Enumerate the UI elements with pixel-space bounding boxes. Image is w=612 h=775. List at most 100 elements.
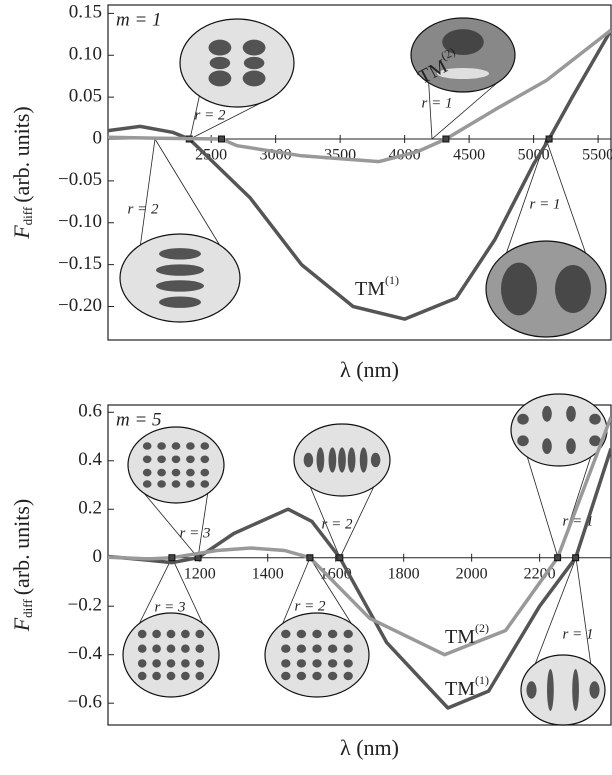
y-tick-label: 0.10 — [69, 44, 102, 65]
mode-lobe — [142, 468, 152, 477]
zero-marker — [442, 135, 450, 143]
y-tick-label: −0.4 — [68, 643, 103, 664]
mode-lobe — [142, 455, 152, 464]
x-tick-label: 5500 — [582, 147, 612, 164]
y-tick-label: 0.15 — [69, 2, 102, 23]
mode-lobe — [281, 659, 291, 668]
mode-lobe — [157, 468, 166, 477]
y-title-rest: (arb. units) — [9, 106, 34, 203]
inset-connector — [526, 456, 559, 558]
mode-lobe — [200, 468, 210, 477]
mode-image — [122, 612, 220, 698]
mode-lobe — [208, 39, 232, 56]
series-line — [108, 29, 611, 321]
mode-image — [510, 393, 608, 467]
mode-lobe — [312, 659, 322, 668]
mode-image — [520, 654, 606, 726]
annotation: r = 3 — [155, 599, 186, 615]
y-tick-label: −0.10 — [58, 211, 102, 232]
mode-lobe — [171, 442, 181, 450]
mode-lobe — [186, 455, 195, 464]
mode-lobe — [343, 629, 353, 639]
mode-lobe — [566, 405, 576, 422]
mode-lobe — [370, 452, 381, 468]
annotation: r = 1 — [422, 95, 453, 111]
mode-lobe — [338, 447, 346, 473]
inset-connector — [575, 557, 592, 664]
y-title-main: F — [9, 225, 34, 240]
mode-lobe — [152, 644, 161, 653]
mode-lobe — [343, 659, 353, 668]
annotation: r = 1 — [563, 626, 594, 642]
mode-lobe — [343, 671, 353, 681]
x-tick-label: 1400 — [252, 565, 284, 582]
y-axis-title: Fdiff (arb. units) — [9, 106, 35, 240]
series-superscript: (1) — [385, 273, 399, 287]
y-tick-label: 0.05 — [69, 85, 102, 106]
annotation: r = 2 — [322, 516, 353, 532]
mode-lobe — [186, 480, 195, 488]
mode-lobe — [186, 468, 195, 477]
mode-lobe — [437, 67, 489, 80]
series-label: TM(2) — [445, 621, 489, 648]
mode-lobe — [312, 671, 322, 681]
inset-connector — [339, 486, 375, 558]
mode-lobe — [303, 452, 314, 468]
mode-image — [119, 233, 241, 323]
inset-connector — [154, 138, 220, 246]
zero-marker — [168, 554, 176, 562]
mode-lobe — [166, 644, 176, 653]
mode-lobe — [312, 629, 322, 639]
mode-lobe — [327, 659, 338, 668]
x-tick-label: 1200 — [184, 565, 216, 582]
mode-lobe — [166, 671, 176, 681]
zero-marker — [336, 554, 344, 562]
mode-lobe — [142, 442, 152, 450]
inset-connector — [431, 82, 498, 140]
y-title-rest: (arb. units) — [9, 499, 34, 596]
mode-lobe — [181, 644, 190, 653]
series-line — [108, 416, 611, 657]
y-tick-label: −0.2 — [68, 595, 102, 616]
mode-lobe — [589, 681, 600, 699]
y-tick-label: 0 — [93, 127, 103, 148]
mode-lobe — [195, 671, 205, 681]
mode-lobe — [186, 442, 195, 450]
inset-connector — [309, 557, 352, 624]
inset-connector — [140, 138, 156, 246]
mode-lobe — [195, 629, 205, 639]
panel-label: m = 5 — [116, 409, 162, 430]
mode-lobe — [195, 659, 205, 668]
mode-lobe — [157, 480, 166, 488]
annotation: r = 2 — [295, 598, 326, 614]
series-name: TM — [445, 678, 475, 700]
series-name: TM — [355, 278, 385, 300]
mode-lobe — [542, 405, 552, 422]
inset-connector — [282, 557, 311, 624]
mode-lobe — [281, 644, 291, 653]
series-name: TM — [445, 626, 475, 648]
mode-lobe — [156, 280, 204, 292]
panel-label: m = 1 — [116, 9, 162, 30]
mode-lobe — [171, 468, 181, 477]
mode-lobe — [166, 659, 176, 668]
y-tick-label: −0.15 — [58, 253, 102, 274]
mode-lobe — [312, 644, 322, 653]
mode-lobe — [152, 629, 161, 639]
x-axis-title: λ (nm) — [340, 357, 399, 382]
inset-connector — [428, 82, 433, 140]
mode-image — [127, 426, 225, 504]
y-tick-label: 0.4 — [78, 449, 102, 470]
mode-lobe — [296, 671, 307, 681]
mode-lobe — [242, 70, 266, 87]
series-line — [108, 28, 611, 164]
mode-lobe — [156, 264, 204, 276]
inset-connector — [309, 486, 341, 558]
mode-lobe — [137, 671, 147, 681]
mode-lobe — [296, 659, 307, 668]
mode-lobe — [137, 644, 147, 653]
mode-lobe — [526, 681, 537, 699]
mode-lobe — [566, 438, 576, 455]
